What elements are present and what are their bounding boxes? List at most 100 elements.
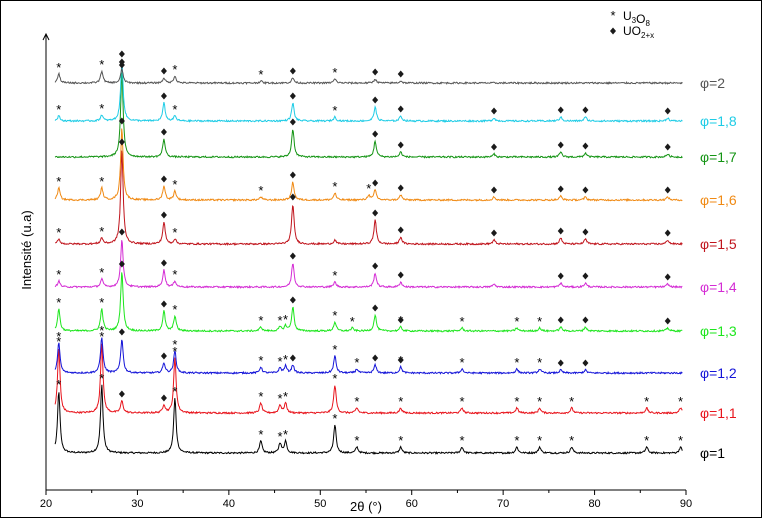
uo2-diamond-marker [118,117,125,125]
uo2-diamond-marker [557,141,564,149]
uo2-diamond-marker [582,228,589,236]
series-line [55,150,683,247]
uo2-diamond-marker [397,70,404,78]
uo2-diamond-marker [160,92,167,100]
u3o8-star-marker: * [258,389,263,404]
u3o8-star-marker: * [99,224,104,239]
legend-diamond-icon [610,27,616,35]
u3o8-star-marker: * [569,433,574,448]
uo2-diamond-marker [491,143,497,151]
u3o8-star-marker: * [283,352,288,367]
u3o8-star-marker: * [56,267,61,282]
series-label: φ=1,5 [700,236,737,252]
u3o8-star-marker: * [99,265,104,280]
series-line [54,337,683,375]
u3o8-star-marker: * [172,177,177,192]
x-tick-label: 60 [406,498,418,510]
uo2-diamond-marker [557,106,564,114]
uo2-diamond-marker [160,211,167,219]
legend-entry-label: U3O8 [623,9,650,28]
uo2-diamond-marker [664,107,671,115]
series-label: φ=1,3 [700,323,737,339]
u3o8-star-marker: * [172,62,177,77]
u3o8-star-marker: * [172,302,177,317]
uo2-diamond-marker [372,262,379,270]
uo2-diamond-marker [118,328,125,336]
uo2-diamond-marker [582,186,589,194]
uo2-diamond-marker [289,193,296,201]
u3o8-star-marker: * [99,323,104,338]
x-tick-label: 80 [588,498,600,510]
u3o8-star-marker: * [332,103,337,118]
uo2-diamond-marker [491,229,497,237]
u3o8-star-marker: * [398,394,403,409]
series-group [54,72,683,159]
uo2-diamond-marker [664,143,671,151]
x-tick-label: 90 [680,498,692,510]
uo2-diamond-marker [118,50,125,58]
uo2-diamond-marker [582,272,589,280]
u3o8-star-marker: * [56,102,61,117]
u3o8-star-marker: * [172,225,177,240]
series-group [54,61,683,123]
u3o8-star-marker: * [56,174,61,189]
u3o8-star-marker: * [398,433,403,448]
uo2-diamond-marker [557,359,564,367]
uo2-diamond-marker [397,184,404,192]
u3o8-star-marker: * [354,355,359,370]
uo2-diamond-marker [491,107,497,115]
u3o8-star-marker: * [354,394,359,409]
uo2-diamond-marker [664,229,671,237]
series-line [54,384,683,455]
u3o8-star-marker: * [278,313,283,328]
x-tick-label: 70 [497,498,509,510]
uo2-diamond-marker [160,128,167,136]
u3o8-star-marker: * [172,337,177,352]
series-line [54,128,683,202]
uo2-diamond-marker [664,317,671,325]
uo2-diamond-marker [372,304,379,312]
x-tick-label: 30 [131,498,143,510]
series-label: φ=2 [700,75,725,91]
series-group [54,128,683,202]
uo2-diamond-marker [160,394,167,402]
series-label: φ=1 [700,445,725,461]
u3o8-star-marker: * [258,353,263,368]
series-group [54,384,683,455]
series-group [54,343,683,415]
series-label: φ=1,7 [700,149,737,165]
uo2-diamond-marker [372,68,379,76]
u3o8-star-marker: * [569,394,574,409]
u3o8-star-marker: * [283,427,288,442]
u3o8-star-marker: * [278,354,283,369]
u3o8-star-marker: * [537,355,542,370]
u3o8-star-marker: * [56,377,61,392]
u3o8-star-marker: * [459,314,464,329]
uo2-diamond-marker [160,352,167,360]
u3o8-star-marker: * [514,394,519,409]
uo2-diamond-marker [397,226,404,234]
uo2-diamond-marker [557,272,564,280]
uo2-diamond-marker [397,271,404,279]
series-line [54,61,683,123]
uo2-diamond-marker [372,179,379,187]
u3o8-star-marker: * [258,427,263,442]
uo2-diamond-marker [289,67,296,75]
u3o8-star-marker: * [644,394,649,409]
u3o8-star-marker: * [332,308,337,323]
series-group [55,150,683,247]
legend-star-icon: * [610,8,615,23]
u3o8-star-marker: * [99,371,104,386]
u3o8-star-marker: * [99,174,104,189]
uo2-diamond-marker [557,227,564,235]
uo2-diamond-marker [491,186,497,194]
u3o8-star-marker: * [644,433,649,448]
u3o8-star-marker: * [537,314,542,329]
uo2-diamond-marker [372,354,379,362]
uo2-diamond-marker [372,96,379,104]
u3o8-star-marker: * [514,314,519,329]
u3o8-star-marker: * [172,102,177,117]
series-group [54,68,683,86]
u3o8-star-marker: * [514,433,519,448]
